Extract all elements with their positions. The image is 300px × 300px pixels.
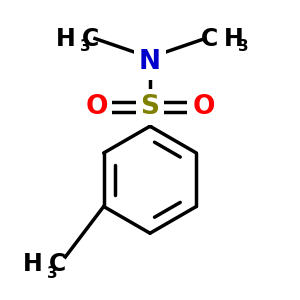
Text: 3: 3	[238, 39, 248, 54]
Text: H: H	[56, 26, 76, 50]
Text: C: C	[201, 26, 218, 50]
Text: O: O	[192, 94, 215, 120]
Text: S: S	[140, 94, 160, 120]
Text: C: C	[82, 26, 99, 50]
Text: H: H	[23, 252, 43, 276]
Text: H: H	[224, 26, 244, 50]
Text: 3: 3	[80, 39, 90, 54]
Text: N: N	[139, 49, 161, 75]
Text: O: O	[85, 94, 108, 120]
Text: C: C	[49, 252, 67, 276]
Text: 3: 3	[47, 266, 58, 281]
